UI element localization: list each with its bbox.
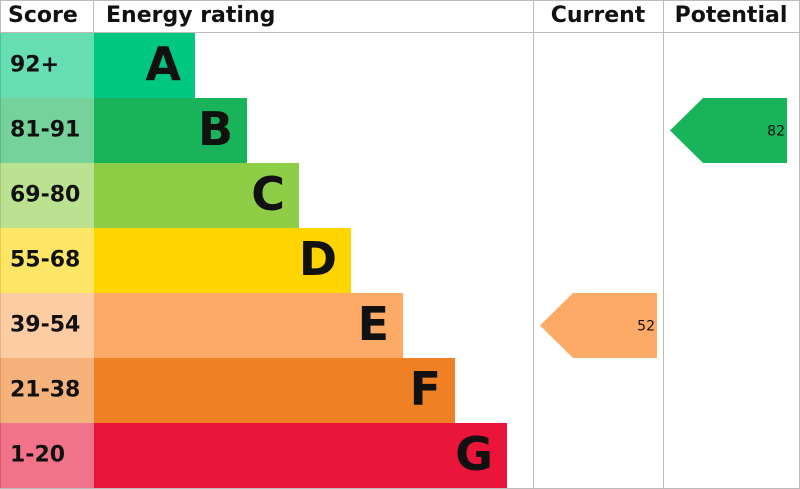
- score-label: 1-20: [10, 443, 65, 468]
- current-value: 52: [637, 319, 655, 335]
- rating-letter: D: [299, 232, 337, 286]
- rating-bar: [94, 293, 403, 358]
- header-current: Current: [551, 3, 646, 28]
- score-cell: [0, 98, 94, 163]
- score-cell: [0, 228, 94, 293]
- score-label: 21-38: [10, 378, 80, 403]
- score-cell: [0, 423, 94, 488]
- score-cell: [0, 33, 94, 98]
- rating-bar: [94, 33, 195, 98]
- rating-letter: F: [410, 362, 441, 416]
- rating-letter: G: [455, 427, 493, 481]
- rating-letter: A: [145, 37, 181, 91]
- score-cell: [0, 358, 94, 423]
- header-score: Score: [8, 3, 78, 28]
- score-cell: [0, 293, 94, 358]
- rating-letter: B: [198, 102, 233, 156]
- rating-bar: [94, 98, 247, 163]
- score-label: 55-68: [10, 248, 80, 273]
- score-label: 39-54: [10, 313, 80, 338]
- rating-bar: [94, 423, 507, 488]
- rating-letter: E: [358, 297, 389, 351]
- rating-bar: [94, 163, 299, 228]
- rating-bar: [94, 228, 351, 293]
- score-label: 92+: [10, 53, 59, 78]
- rating-bar: [94, 358, 455, 423]
- header-rating: Energy rating: [106, 3, 275, 28]
- current-arrow: [540, 293, 657, 358]
- score-label: 69-80: [10, 183, 80, 208]
- potential-arrow: [670, 98, 787, 163]
- header-potential: Potential: [675, 3, 788, 28]
- potential-value: 82: [767, 124, 785, 140]
- score-label: 81-91: [10, 118, 80, 143]
- rating-letter: C: [251, 167, 285, 221]
- score-cell: [0, 163, 94, 228]
